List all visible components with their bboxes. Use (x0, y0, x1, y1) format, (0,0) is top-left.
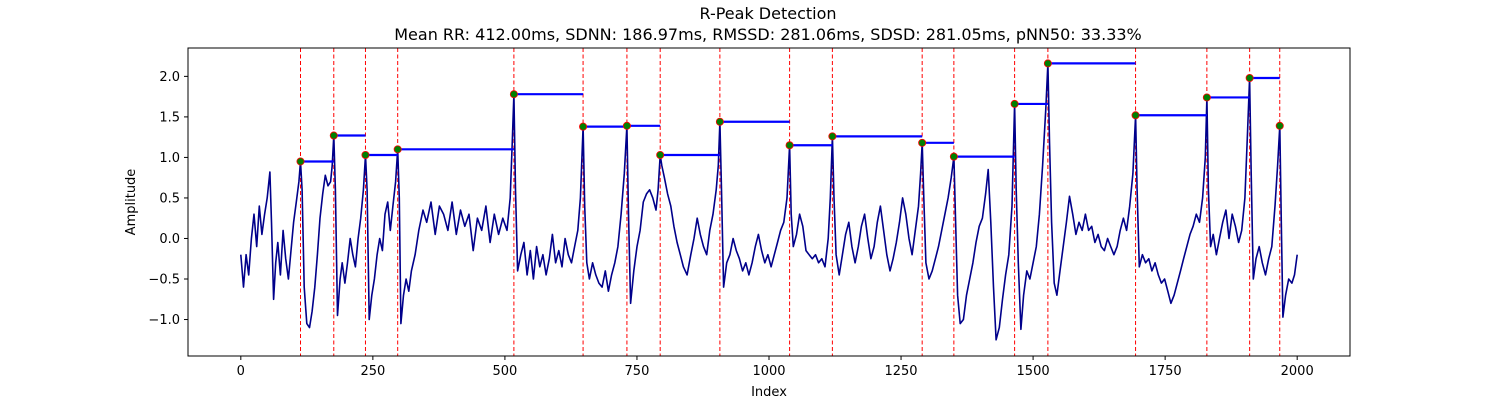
peak-point-0 (296, 157, 305, 166)
chart-title: R-Peak Detection (699, 4, 836, 23)
peak-lines (300, 48, 1281, 356)
peak-point-18 (1275, 121, 1284, 130)
peak-point-15 (1131, 111, 1140, 120)
signal-line (240, 62, 1298, 341)
y-tick-label--0.5: −0.5 (148, 273, 180, 288)
x-tick-label-1500: 1500 (1017, 364, 1050, 379)
y-tick-label-0.5: 0.5 (159, 191, 180, 206)
x-tick-label-1250: 1250 (884, 364, 917, 379)
x-tick-label-750: 750 (625, 364, 650, 379)
peak-point-7 (656, 150, 665, 159)
peak-point-5 (579, 122, 588, 131)
peak-point-17 (1245, 73, 1254, 82)
peak-point-2 (361, 150, 370, 159)
x-axis: 0 250 500 750 1000 1250 1500 1750 2000 (237, 356, 1314, 379)
peak-markers (296, 59, 1284, 166)
peak-point-14 (1043, 59, 1052, 68)
peak-point-13 (1010, 99, 1019, 108)
x-tick-label-0: 0 (237, 364, 245, 379)
chart-subtitle: Mean RR: 412.00ms, SDNN: 186.97ms, RMSSD… (394, 25, 1142, 44)
y-tick-label-1.5: 1.5 (159, 110, 180, 125)
peak-point-8 (715, 117, 724, 126)
y-axis: −1.0 −0.5 0.0 0.5 1.0 1.5 2.0 (148, 70, 188, 328)
peak-point-12 (949, 152, 958, 161)
peak-point-1 (329, 131, 338, 140)
peak-point-16 (1202, 93, 1211, 102)
peak-point-6 (622, 121, 631, 130)
rr-segments (300, 62, 1280, 163)
x-tick-label-1750: 1750 (1149, 364, 1182, 379)
y-tick-label-0: 0.0 (159, 232, 180, 247)
y-tick-label-1: 1.0 (159, 151, 180, 166)
y-tick-label--1: −1.0 (148, 313, 180, 328)
x-tick-label-2000: 2000 (1281, 364, 1314, 379)
peak-point-11 (918, 138, 927, 147)
y-axis-label: Amplitude (124, 169, 139, 236)
peak-point-3 (393, 145, 402, 154)
peak-point-10 (828, 132, 837, 141)
peak-point-4 (509, 90, 518, 99)
y-tick-label-2: 2.0 (159, 70, 180, 85)
signal-layer (240, 62, 1298, 341)
x-axis-label: Index (751, 385, 787, 400)
x-tick-label-250: 250 (360, 364, 385, 379)
peak-point-9 (785, 141, 794, 150)
x-tick-label-500: 500 (492, 364, 517, 379)
x-tick-label-1000: 1000 (752, 364, 785, 379)
